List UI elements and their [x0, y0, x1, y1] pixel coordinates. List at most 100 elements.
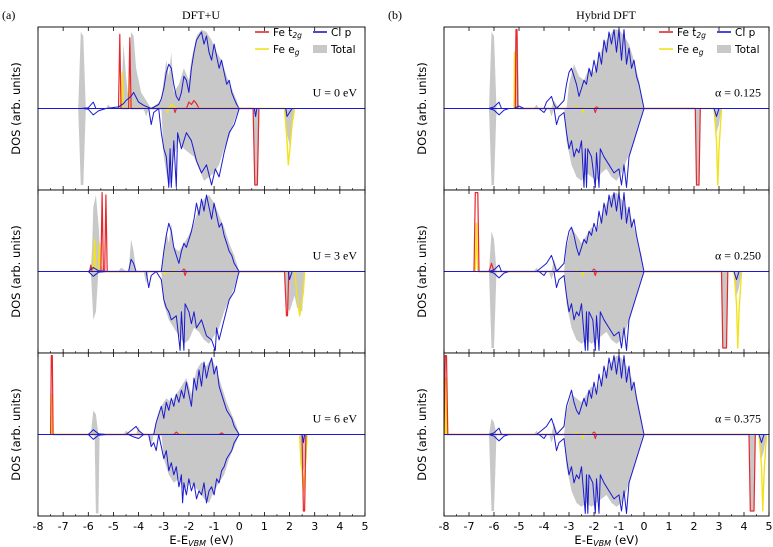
- legend-label-main: Fe e: [273, 44, 295, 56]
- x-tick-label: -3: [158, 520, 169, 533]
- x-axis-label-sub: VBM: [593, 539, 611, 547]
- x-tick-label: -7: [58, 520, 69, 533]
- x-tick-label: -7: [464, 520, 475, 533]
- x-tick-label: -4: [539, 520, 550, 533]
- legend-swatch-total: [313, 45, 327, 53]
- panel-b-hybrid-dft: (b) Hybrid DFT α = 0.125 DOS (arb. units)…: [388, 8, 773, 547]
- x-axis-label-unit: (eV): [611, 533, 639, 547]
- panel-b-title: Hybrid DFT: [576, 8, 636, 22]
- x-axis-label-main: E-E: [169, 533, 188, 547]
- legend-label-sub: 2g: [696, 31, 706, 40]
- dos-fe-t2g-down: [301, 434, 307, 512]
- subpanel-annotation: α = 0.375: [715, 412, 761, 426]
- dos-fe-eg-down: [163, 270, 306, 317]
- y-axis-label: DOS (arb. units): [415, 388, 429, 481]
- legend-label: Total: [734, 44, 760, 56]
- subpanel-a-3: U = 6 eV DOS (arb. units): [9, 352, 366, 517]
- dos-fe-eg-down: [165, 107, 296, 166]
- y-axis-label: DOS (arb. units): [9, 62, 23, 155]
- dos-cl-p-up: [488, 355, 645, 435]
- subpanel-annotation: U = 6 eV: [313, 412, 358, 426]
- dos-total-down: [94, 434, 308, 514]
- legend-label-main: Total: [734, 44, 760, 56]
- legend-label: Fe t2g: [677, 27, 706, 40]
- legend-label: Cl p: [331, 27, 352, 39]
- x-tick-label: -5: [108, 520, 119, 533]
- subpanel-annotation: U = 3 eV: [313, 249, 358, 263]
- dos-fe-eg-up: [92, 238, 177, 273]
- dos-cl-p-down: [87, 271, 293, 351]
- legend-label-sub: g: [295, 48, 300, 57]
- legend-label-sub: 2g: [292, 31, 302, 40]
- x-axis-label: E-EVBM (eV): [574, 533, 638, 547]
- x-tick-label: -8: [33, 520, 44, 533]
- x-axis-label-unit: (eV): [206, 533, 234, 547]
- x-tick-label: 3: [311, 520, 318, 533]
- legend-label-main: Total: [330, 44, 356, 56]
- dos-cl-p-up: [80, 31, 240, 109]
- dos-fe-eg-down: [580, 433, 768, 512]
- y-axis-label: DOS (arb. units): [415, 62, 429, 155]
- panel-a-label: (a): [2, 8, 15, 22]
- x-tick-label: 1: [666, 520, 673, 533]
- legend-label: Fe eg: [273, 44, 300, 57]
- legend-label-main: Cl p: [331, 27, 352, 39]
- legend: Fe t2g Cl p Fe eg Total: [659, 27, 760, 57]
- x-tick-label: 4: [336, 520, 343, 533]
- x-tick-label: 5: [766, 520, 773, 533]
- dos-cl-p-up: [488, 192, 645, 272]
- panel-b-label: (b): [388, 8, 402, 22]
- legend-label: Cl p: [735, 27, 756, 39]
- dos-total-down: [78, 108, 295, 185]
- x-tick-label: 4: [741, 520, 748, 533]
- x-tick-label: -3: [564, 520, 575, 533]
- x-tick-label: -8: [439, 520, 450, 533]
- x-tick-label: -2: [183, 520, 194, 533]
- x-tick-label: 1: [261, 520, 268, 533]
- dos-total-down: [489, 271, 742, 348]
- y-axis-label: DOS (arb. units): [415, 225, 429, 318]
- panel-a-title: DFT+U: [182, 8, 220, 22]
- y-axis-label: DOS (arb. units): [9, 388, 23, 481]
- dos-total-down: [90, 271, 305, 344]
- legend-label-main: Fe t: [273, 27, 292, 39]
- x-tick-label: -6: [489, 520, 500, 533]
- subpanel-a-1: U = 0 eV DOS (arb. units): [9, 26, 366, 191]
- x-tick-label: 2: [286, 520, 293, 533]
- dos-total-up: [489, 355, 644, 435]
- legend: Fe t2g Cl p Fe eg Total: [255, 27, 356, 57]
- dos-total-up: [489, 29, 644, 109]
- x-axis-label-sub: VBM: [188, 539, 206, 547]
- dos-fe-eg-down: [580, 107, 723, 186]
- subpanel-b-2: α = 0.250 DOS (arb. units): [415, 189, 770, 354]
- dos-total-down: [489, 434, 767, 511]
- x-tick-label: 0: [641, 520, 648, 533]
- legend-label: Total: [330, 44, 356, 56]
- subpanel-annotation: α = 0.250: [715, 249, 761, 263]
- x-tick-label: -2: [589, 520, 600, 533]
- subpanel-annotation: U = 0 eV: [313, 86, 358, 100]
- legend-label: Fe eg: [677, 44, 704, 57]
- x-tick-label: -5: [514, 520, 525, 533]
- dos-total-up: [90, 195, 240, 272]
- x-tick-label: 5: [362, 520, 369, 533]
- y-axis-label: DOS (arb. units): [9, 225, 23, 318]
- dos-total-up: [489, 192, 644, 272]
- legend-label: Fe t2g: [273, 27, 302, 40]
- x-tick-label: 2: [691, 520, 698, 533]
- legend-label-main: Fe t: [677, 27, 696, 39]
- subpanel-annotation: α = 0.125: [715, 86, 761, 100]
- x-tick-label: -6: [83, 520, 94, 533]
- x-tick-label: -4: [133, 520, 144, 533]
- x-axis-label-main: E-E: [574, 533, 593, 547]
- x-tick-label: -1: [614, 520, 625, 533]
- subpanel-a-2: U = 3 eV DOS (arb. units): [9, 189, 366, 354]
- dos-cl-p-up: [87, 357, 240, 435]
- legend-label-main: Cl p: [735, 27, 756, 39]
- dos-cl-p-up: [488, 29, 645, 109]
- dos-fe-t2g-up: [50, 355, 225, 436]
- subpanel-b-3: α = 0.375 DOS (arb. units): [415, 352, 770, 517]
- plot-curves: [87, 192, 306, 351]
